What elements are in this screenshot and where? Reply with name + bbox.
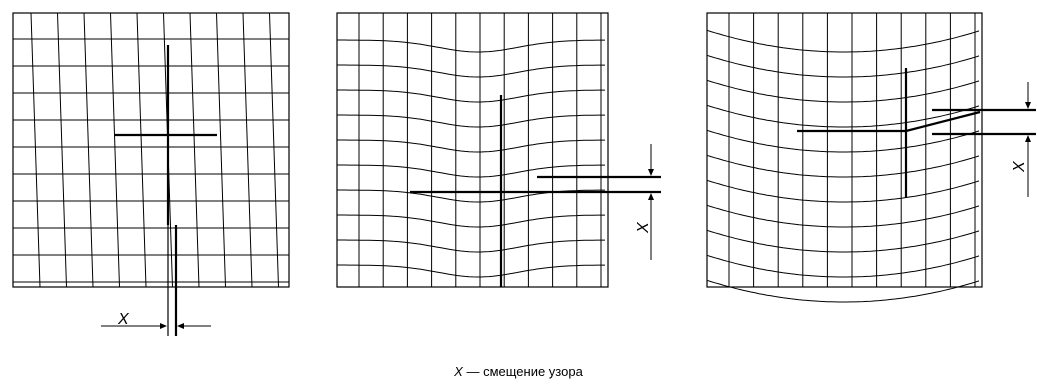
caption-text: — смещение узора xyxy=(462,364,583,379)
panel3-weft-curve xyxy=(706,154,980,178)
panel2-frame xyxy=(336,12,609,288)
panel3-weft-curve xyxy=(706,204,980,228)
panel3-weft-curve xyxy=(706,279,980,303)
panel-bow-pattern xyxy=(336,12,661,288)
panel1-warp-line xyxy=(110,12,120,288)
panel1-dim-arrow-left xyxy=(177,323,184,329)
panel1-warp-line xyxy=(30,12,41,288)
panel3-weft-curve xyxy=(706,254,980,278)
panel2-weft-curve xyxy=(337,139,605,153)
panel1-frame xyxy=(12,12,290,288)
panel2-dim-arrow-up xyxy=(648,193,654,200)
panel1-warp-line xyxy=(216,12,226,288)
panel2-x-label: X xyxy=(635,221,652,234)
panel3-weft-curve xyxy=(706,79,980,103)
panel3-weft-curve xyxy=(706,229,980,253)
figure-caption: X — смещение узора xyxy=(0,364,1037,379)
panel1-x-label: X xyxy=(117,311,130,328)
panel1-dim-arrow-right xyxy=(160,323,167,329)
panel3-dim-arrow-down xyxy=(1025,102,1031,109)
panel-curved-pattern xyxy=(706,12,1036,303)
panel2-weft-curve xyxy=(337,264,605,278)
caption-symbol: X xyxy=(454,364,463,379)
panel3-x-label: X xyxy=(1011,160,1028,173)
panel3-frame xyxy=(706,12,983,288)
panel1-warp-line xyxy=(83,12,94,288)
panel1-warp-line xyxy=(136,12,147,288)
panel3-weft-curve xyxy=(706,54,980,78)
panel3-weft-curve xyxy=(706,104,980,128)
panel-skew-pattern xyxy=(12,12,290,336)
panel1-warp-line xyxy=(57,12,67,288)
panel2-weft-curve xyxy=(337,39,605,53)
panel1-warp-line xyxy=(269,12,279,288)
panel2-dim-arrow-down xyxy=(648,169,654,176)
panel2-weft-curve xyxy=(337,114,605,128)
panel2-weft-curve xyxy=(337,89,605,103)
panel1-warp-line xyxy=(189,12,200,288)
panel3-weft-curve xyxy=(706,179,980,203)
panel3-weft-curve xyxy=(706,129,980,153)
panel2-weft-curve xyxy=(337,64,605,78)
panel2-weft-curve xyxy=(337,164,605,178)
panel3-weft-curve xyxy=(706,29,980,53)
panel2-weft-curve xyxy=(337,214,605,228)
panel3-reference-slope xyxy=(905,110,981,133)
panel2-weft-curve xyxy=(337,239,605,253)
panel3-dim-arrow-up xyxy=(1025,135,1031,142)
panel1-warp-line xyxy=(242,12,253,288)
